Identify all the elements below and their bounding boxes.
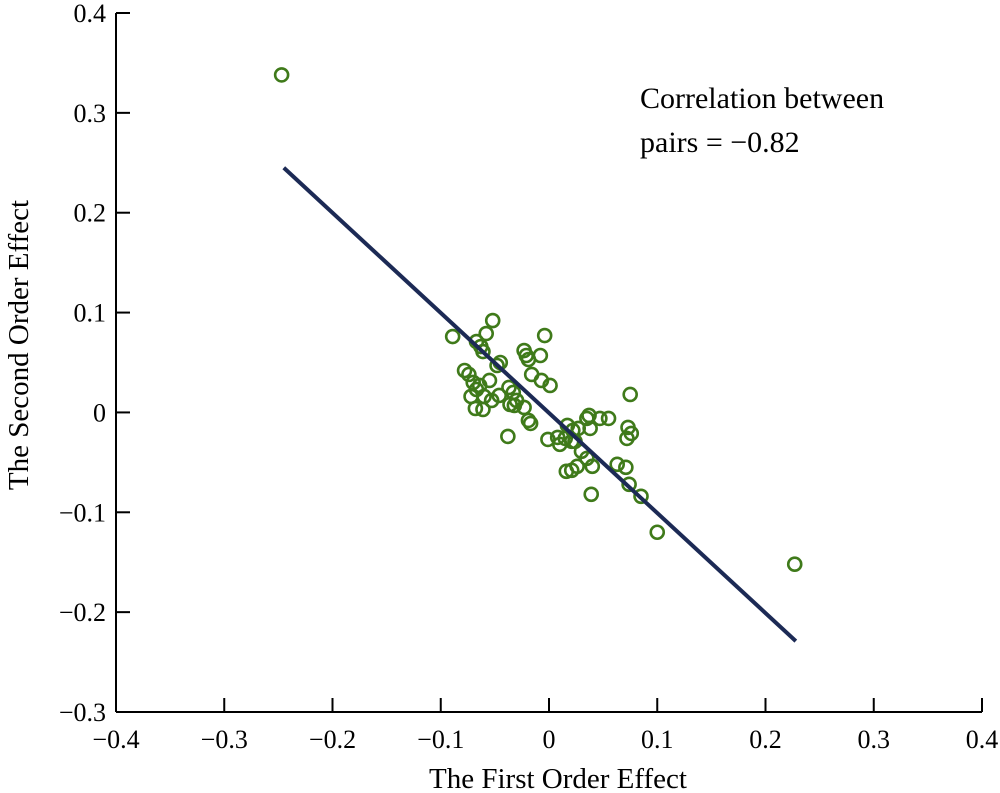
data-points	[273, 67, 803, 573]
y-tick-label: 0.4	[74, 0, 107, 28]
x-tick-label: 0	[543, 725, 556, 754]
data-point	[506, 397, 523, 414]
data-point	[461, 366, 477, 383]
y-tick-label: 0	[93, 398, 106, 427]
data-point	[467, 400, 484, 417]
axes: −0.4 −0.3 −0.2 −0.1 0 0.1 0.2 0.3 0.4−0.3−0.2−0.…	[59, 0, 998, 754]
y-tick-label: 0.1	[74, 299, 107, 328]
data-point	[569, 458, 585, 475]
data-point	[621, 476, 637, 493]
data-point	[622, 386, 638, 403]
data-point	[483, 392, 500, 409]
x-tick-label: −0.2	[309, 725, 356, 754]
x-tick-label: −0.4	[92, 725, 139, 754]
data-point	[786, 556, 803, 573]
regression-line	[282, 166, 798, 643]
data-point	[475, 343, 491, 360]
data-point	[600, 410, 617, 427]
data-point	[478, 325, 495, 342]
data-point	[520, 351, 537, 368]
data-point	[649, 524, 666, 541]
data-point	[273, 67, 290, 83]
x-tick-label: 0.2	[749, 725, 782, 754]
y-axis-label: The Second Order Effect	[3, 200, 35, 490]
x-tick-label: 0.3	[858, 725, 891, 754]
data-point	[489, 357, 505, 374]
data-point	[619, 430, 635, 447]
data-point	[475, 401, 491, 418]
x-axis-label: The First Order Effect	[429, 763, 687, 793]
x-tick-label: −0.1	[417, 725, 464, 754]
x-tick-label: 0.1	[641, 725, 674, 754]
data-point	[456, 362, 473, 379]
y-tick-label: 0.3	[74, 99, 107, 128]
data-point	[633, 488, 649, 505]
data-point	[500, 428, 516, 445]
y-tick-label: −0.1	[59, 498, 106, 527]
y-tick-label: −0.2	[59, 598, 106, 627]
data-point	[444, 328, 461, 345]
data-point	[522, 415, 539, 432]
data-point	[484, 312, 501, 329]
y-tick-label: −0.3	[59, 698, 106, 727]
annotation-line-1: Correlation between	[640, 82, 884, 115]
x-tick-label: −0.3	[201, 725, 248, 754]
data-point	[618, 459, 634, 476]
data-point	[584, 458, 601, 475]
data-point	[542, 377, 558, 394]
annotation-line-2: pairs = −0.82	[640, 126, 800, 159]
x-tick-label: 0.4	[966, 725, 999, 754]
data-point	[583, 486, 600, 503]
data-point	[609, 456, 625, 473]
data-point	[481, 372, 498, 389]
y-tick-label: 0.2	[74, 199, 107, 228]
data-point	[552, 436, 568, 453]
data-point	[592, 410, 608, 427]
data-point	[536, 327, 553, 344]
data-point	[549, 429, 566, 446]
